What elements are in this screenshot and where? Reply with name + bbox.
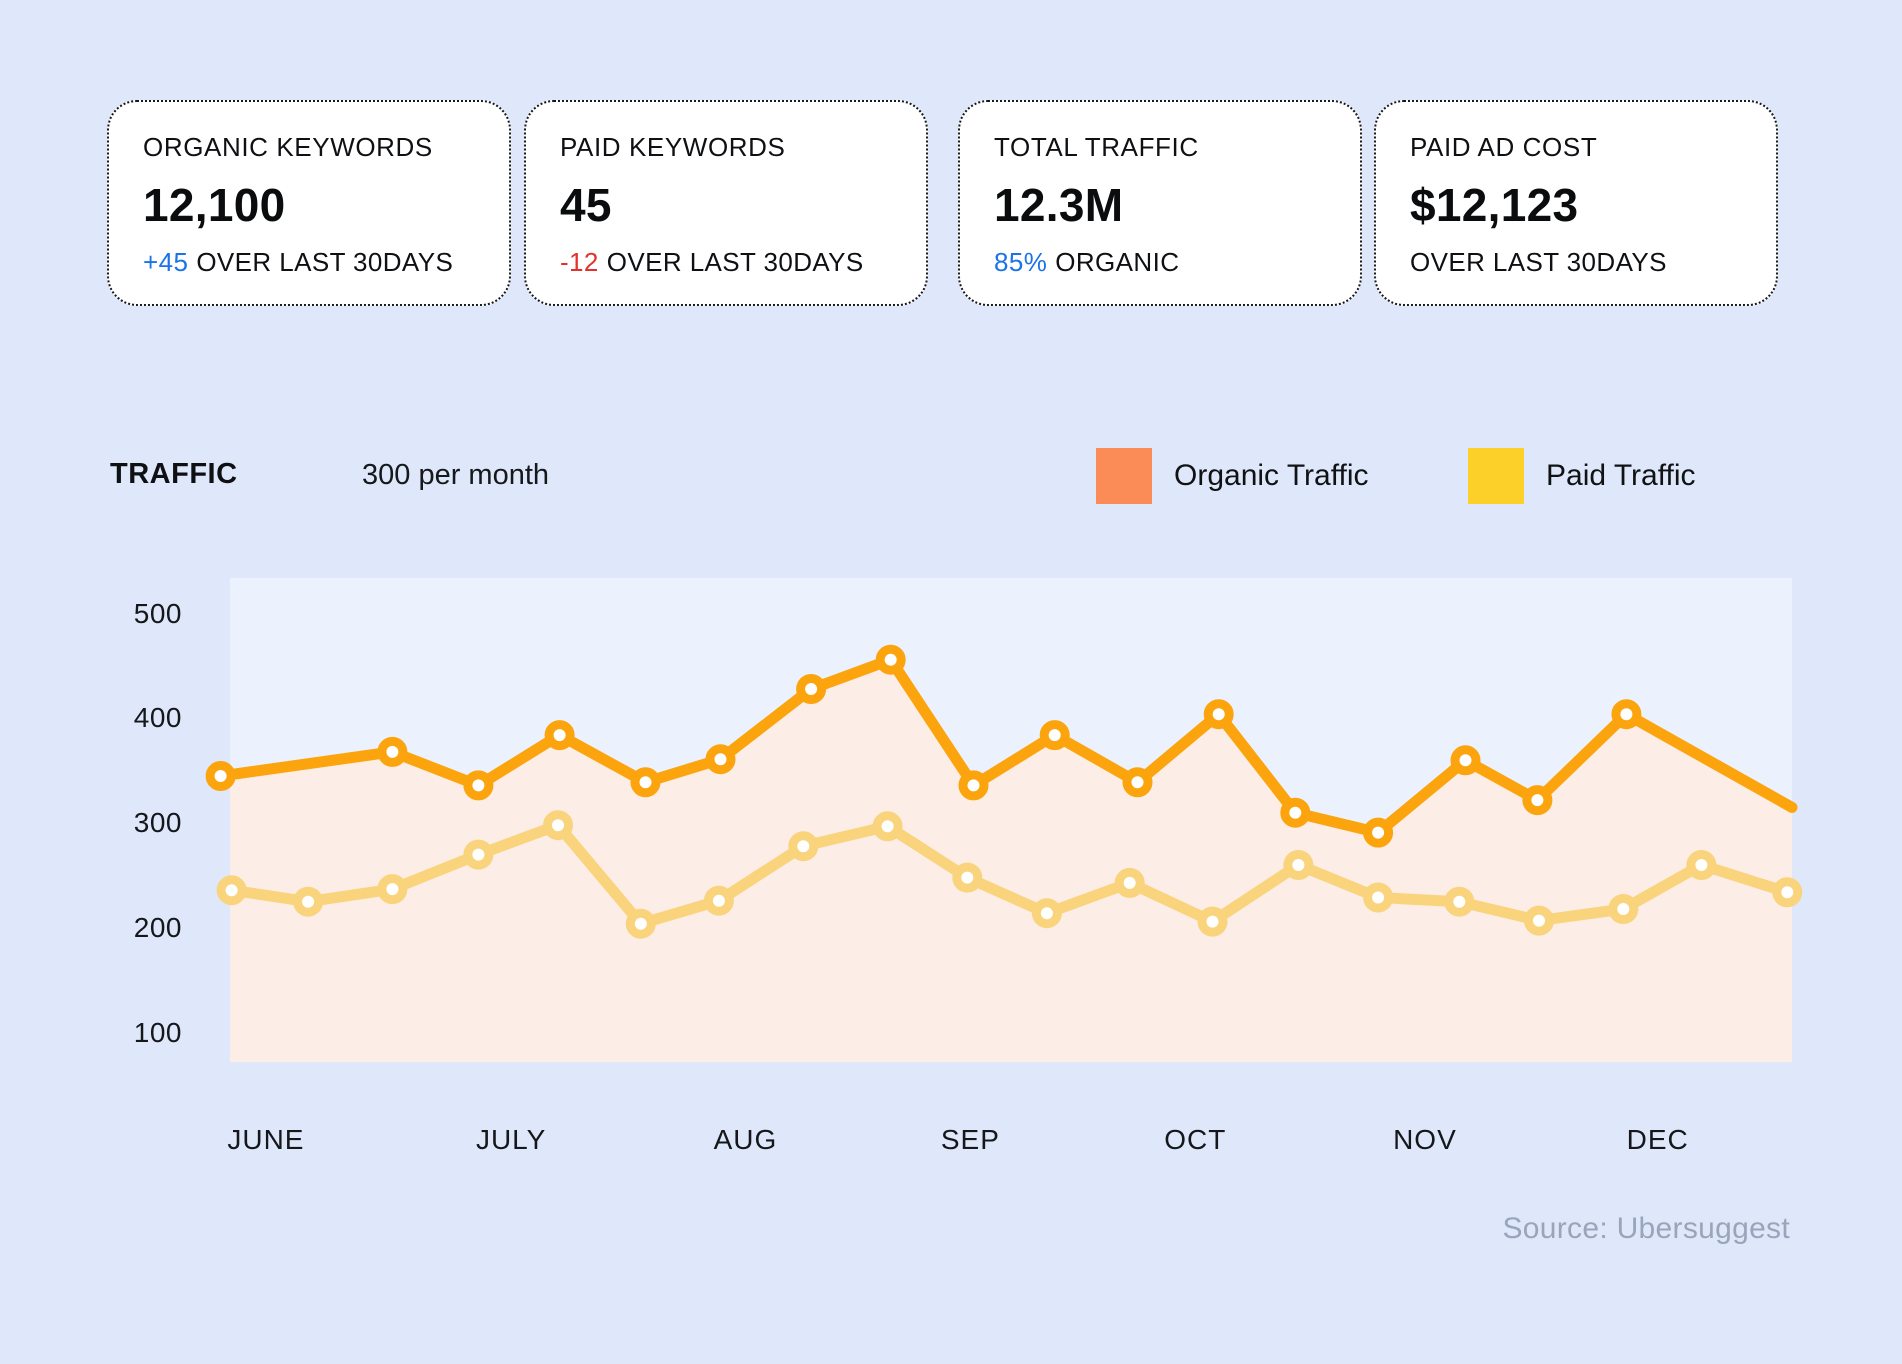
y-tick-label: 400 (133, 702, 182, 734)
organic-area-fill (220, 659, 1793, 1062)
source-attribution: Source: Ubersuggest (1502, 1212, 1790, 1245)
data-point-marker (1611, 699, 1642, 730)
legend-item-paid-traffic: Paid Traffic (1468, 448, 1696, 504)
data-point-marker (705, 744, 736, 775)
card-label: PAID AD COST (1410, 132, 1598, 162)
organic-traffic-swatch (1096, 448, 1152, 504)
data-point-marker (952, 862, 983, 893)
y-tick-label: 200 (133, 911, 182, 943)
y-tick-label: 300 (133, 807, 182, 839)
card-label: TOTAL TRAFFIC (994, 132, 1199, 162)
data-point-marker (293, 886, 324, 917)
data-point-marker (1031, 898, 1062, 929)
card-delta: +45 OVER LAST 30DAYS (143, 247, 475, 278)
delta-value: +45 (143, 247, 189, 277)
x-axis-label: JULY (475, 1124, 547, 1155)
data-point-marker (463, 839, 494, 870)
data-point-marker (1039, 720, 1070, 751)
card-value: 12.3M (994, 179, 1124, 231)
card-value: $12,123 (1410, 179, 1579, 231)
traffic-chart-svg (205, 644, 1803, 1062)
stat-card-organic-keywords: ORGANIC KEYWORDS 12,100 +45 OVER LAST 30D… (107, 100, 511, 306)
chart-title: TRAFFIC (110, 458, 238, 490)
legend-label: Organic Traffic (1174, 459, 1369, 492)
y-tick-label: 100 (133, 1016, 182, 1048)
data-point-marker (1524, 905, 1554, 936)
chart-subtitle: 300 per month (362, 459, 550, 491)
data-point-marker (958, 770, 989, 801)
data-point-marker (1280, 797, 1311, 828)
legend-label: Paid Traffic (1546, 459, 1696, 492)
stat-card-paid-keywords: PAID KEYWORDS 45 -12 OVER LAST 30DAYS (524, 100, 928, 306)
data-point-marker (1122, 767, 1153, 798)
delta-value: -12 (560, 247, 599, 277)
data-point-marker (625, 908, 656, 939)
data-point-marker (1444, 886, 1475, 917)
card-delta: 85% ORGANIC (994, 247, 1326, 278)
data-point-marker (1283, 850, 1314, 880)
data-point-marker (1363, 817, 1394, 848)
card-value: 12,100 (143, 179, 286, 231)
data-point-marker (377, 736, 408, 767)
stat-card-paid-ad-cost: PAID AD COST $12,123 OVER LAST 30DAYS (1374, 100, 1778, 306)
data-point-marker (872, 811, 903, 842)
data-point-marker (1522, 785, 1553, 816)
x-axis-label: NOV (1393, 1124, 1457, 1155)
data-point-marker (544, 720, 575, 751)
card-label: PAID KEYWORDS (560, 132, 786, 162)
delta-value: 85% (994, 247, 1048, 277)
data-point-marker (1114, 867, 1145, 898)
stat-card-total-traffic: TOTAL TRAFFIC 12.3M 85% ORGANIC (958, 100, 1362, 306)
x-axis-label: DEC (1626, 1124, 1689, 1155)
data-point-marker (543, 810, 573, 841)
data-point-marker (377, 874, 408, 905)
data-point-marker (216, 875, 247, 906)
delta-suffix: OVER LAST 30DAYS (606, 247, 864, 277)
data-point-marker (788, 831, 819, 862)
data-point-marker (1772, 877, 1803, 908)
data-point-marker (703, 885, 734, 916)
paid-traffic-swatch (1468, 448, 1524, 504)
card-delta: -12 OVER LAST 30DAYS (560, 247, 892, 278)
y-tick-label: 500 (133, 597, 182, 629)
card-delta: OVER LAST 30DAYS (1410, 247, 1742, 278)
x-axis-label: AUG (713, 1124, 778, 1155)
data-point-marker (1608, 894, 1639, 924)
data-point-marker (796, 674, 827, 704)
delta-suffix: ORGANIC (1055, 247, 1180, 277)
data-point-marker (630, 767, 661, 798)
card-value: 45 (560, 179, 612, 231)
delta-suffix: OVER LAST 30DAYS (196, 247, 454, 277)
legend-item-organic-traffic: Organic Traffic (1096, 448, 1369, 504)
data-point-marker (205, 761, 236, 791)
data-point-marker (875, 644, 906, 675)
data-point-marker (1686, 850, 1717, 880)
data-point-marker (463, 770, 494, 801)
data-point-marker (1450, 745, 1481, 776)
data-point-marker (1197, 906, 1228, 937)
x-axis-label: JUNE (227, 1124, 305, 1155)
delta-suffix: OVER LAST 30DAYS (1410, 247, 1667, 277)
card-label: ORGANIC KEYWORDS (143, 132, 433, 162)
x-axis-label: OCT (1164, 1124, 1227, 1155)
data-point-marker (1203, 699, 1234, 730)
data-point-marker (1363, 882, 1394, 913)
x-axis-label: SEP (940, 1124, 1000, 1155)
